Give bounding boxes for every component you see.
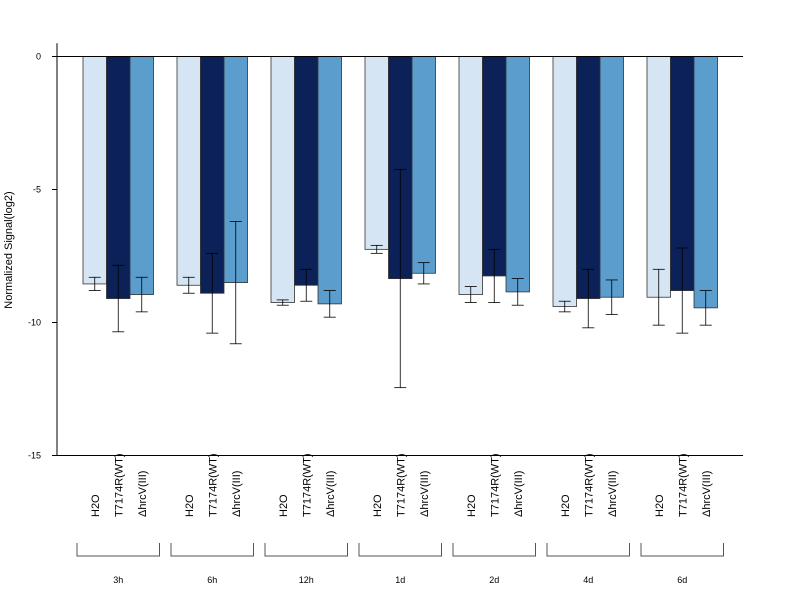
bar bbox=[576, 56, 601, 299]
bar bbox=[552, 56, 577, 307]
group-bracket bbox=[358, 543, 442, 557]
category-label: ΔhrcV(III) bbox=[231, 471, 243, 517]
bar bbox=[317, 56, 342, 305]
bar bbox=[270, 56, 295, 303]
y-tick-label: 0 bbox=[36, 52, 41, 62]
category-label: ΔhrcV(III) bbox=[419, 471, 431, 517]
y-axis-label: Normalized Signal(log2) bbox=[3, 191, 15, 308]
bar bbox=[294, 56, 319, 286]
plot-area bbox=[82, 56, 718, 389]
category-label: T7174R(WT) bbox=[301, 453, 313, 517]
group-bracket bbox=[76, 543, 160, 557]
group-bracket bbox=[640, 543, 724, 557]
bar bbox=[411, 56, 436, 274]
category-label: T7174R(WT) bbox=[489, 453, 501, 517]
group-label: 2d bbox=[489, 575, 499, 585]
y-tick-label: -5 bbox=[33, 185, 41, 195]
category-label: H2O bbox=[90, 494, 102, 517]
group-bracket bbox=[452, 543, 536, 557]
bar bbox=[106, 56, 131, 299]
y-tick-label: -10 bbox=[28, 318, 41, 328]
category-label: ΔhrcV(III) bbox=[701, 471, 713, 517]
bar bbox=[176, 56, 201, 286]
category-label: T7174R(WT) bbox=[583, 453, 595, 517]
bar bbox=[599, 56, 624, 298]
group-bracket bbox=[170, 543, 254, 557]
bar bbox=[458, 56, 483, 295]
category-label: H2O bbox=[654, 494, 666, 517]
category-label: ΔhrcV(III) bbox=[137, 471, 149, 517]
category-label: ΔhrcV(III) bbox=[513, 471, 525, 517]
bar bbox=[482, 56, 507, 277]
group-label: 4d bbox=[583, 575, 593, 585]
bar bbox=[364, 56, 389, 250]
category-label: ΔhrcV(III) bbox=[607, 471, 619, 517]
group-bracket bbox=[546, 543, 630, 557]
group-label: 3h bbox=[113, 575, 123, 585]
category-label: T7174R(WT) bbox=[395, 453, 407, 517]
group-label: 6d bbox=[677, 575, 687, 585]
category-label: H2O bbox=[466, 494, 478, 517]
category-label: H2O bbox=[560, 494, 572, 517]
category-label: H2O bbox=[372, 494, 384, 517]
bar bbox=[82, 56, 107, 285]
group-label: 6h bbox=[207, 575, 217, 585]
bar bbox=[693, 56, 718, 309]
category-label: H2O bbox=[278, 494, 290, 517]
category-label: T7174R(WT) bbox=[113, 453, 125, 517]
bar bbox=[505, 56, 530, 293]
category-label: H2O bbox=[184, 494, 196, 517]
category-label: ΔhrcV(III) bbox=[325, 471, 337, 517]
group-label: 1d bbox=[395, 575, 405, 585]
bar bbox=[129, 56, 154, 295]
group-bracket bbox=[264, 543, 348, 557]
bar bbox=[646, 56, 671, 298]
group-label: 12h bbox=[299, 575, 314, 585]
category-labels: H2O T7174R(WT) ΔhrcV(III) 3h H2O T7174R(WT) Δh… bbox=[76, 453, 724, 585]
category-label: T7174R(WT) bbox=[207, 453, 219, 517]
y-axis: 0 -5 -10 -15 bbox=[28, 43, 743, 461]
y-tick-label: -15 bbox=[28, 451, 41, 461]
category-label: T7174R(WT) bbox=[677, 453, 689, 517]
